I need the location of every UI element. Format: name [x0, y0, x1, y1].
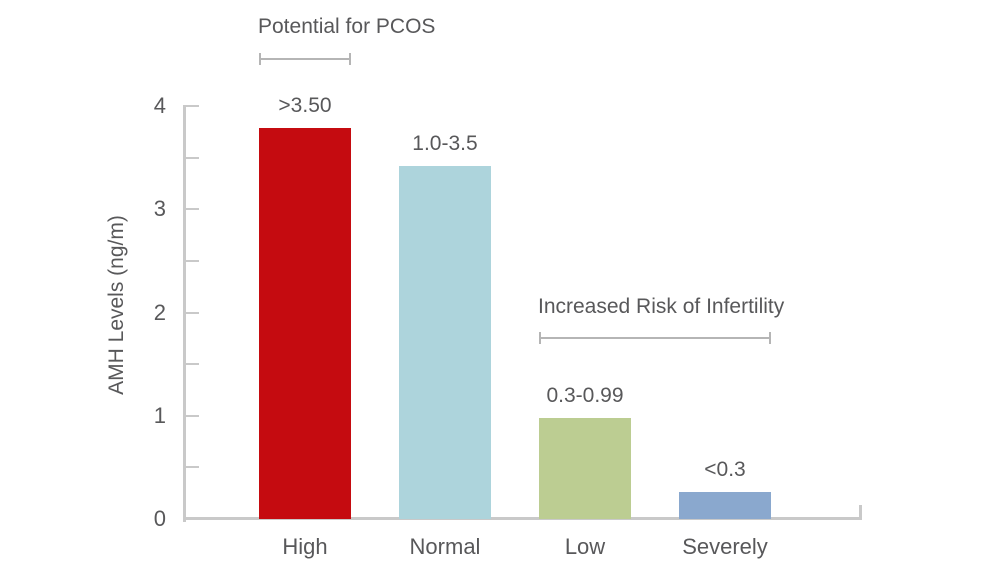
category-label-high: High — [282, 534, 328, 559]
y-axis-line — [183, 105, 186, 522]
bar-value-label: 0.3-0.99 — [546, 384, 624, 407]
y-tick-label: 0 — [153, 506, 166, 531]
annotation-bracket — [259, 58, 351, 60]
y-tick-label: 1 — [153, 403, 166, 428]
y-axis-tick — [186, 466, 199, 468]
annotation-bracket-right-cap — [769, 332, 771, 344]
y-axis-tick — [186, 312, 199, 314]
y-axis-tick — [186, 157, 199, 159]
bar-high — [259, 128, 351, 519]
category-label-low: Low — [564, 534, 606, 559]
bar-severely — [679, 492, 771, 519]
bar-normal — [399, 166, 491, 519]
annotation-text: Potential for PCOS — [258, 15, 436, 38]
bar-low — [539, 418, 631, 519]
annotation-bracket-left-cap — [259, 53, 261, 65]
x-axis-end-tick — [859, 505, 862, 519]
y-tick-label: 4 — [153, 93, 166, 118]
bar-value-label: <0.3 — [704, 458, 746, 481]
annotation-bracket — [539, 337, 771, 339]
category-label-normal: Normal — [409, 534, 481, 559]
x-axis-line — [183, 517, 862, 520]
bar-value-label: >3.50 — [278, 94, 332, 117]
annotation-text: Increased Risk of Infertility — [538, 295, 785, 318]
annotation-bracket-left-cap — [539, 332, 541, 344]
category-label-severely: Severely — [682, 534, 768, 559]
annotation-bracket-right-cap — [349, 53, 351, 65]
y-axis-tick — [186, 363, 199, 365]
y-axis-tick — [186, 208, 199, 210]
bar-value-label: 1.0-3.5 — [412, 132, 478, 155]
y-axis-tick — [186, 415, 199, 417]
y-tick-label: 3 — [153, 196, 166, 221]
y-axis-tick — [186, 105, 199, 107]
y-axis-tick — [186, 260, 199, 262]
y-tick-label: 2 — [153, 300, 166, 325]
